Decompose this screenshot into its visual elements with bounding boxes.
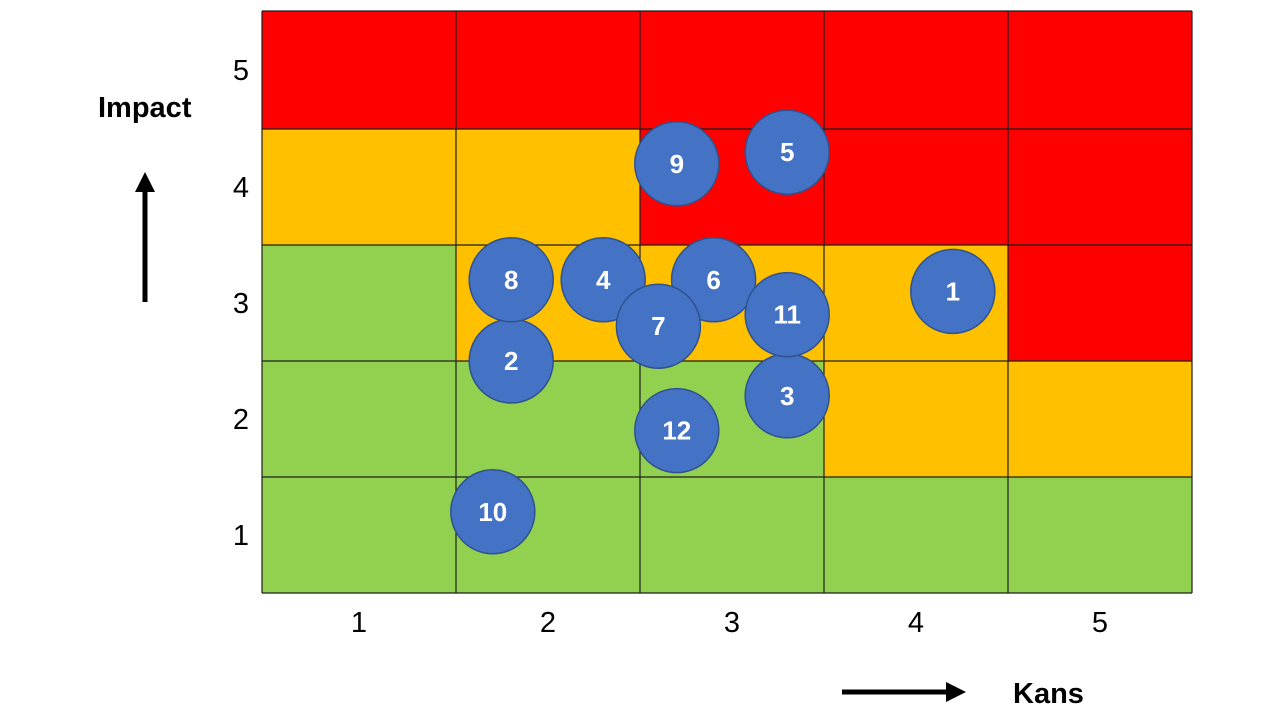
risk-bubble-circle	[910, 248, 996, 335]
risk-bubble-3: 3	[744, 353, 830, 439]
matrix-cell-impact-5-kans-1	[262, 11, 456, 129]
risk-bubble-circle	[634, 387, 720, 474]
risk-bubble-8: 8	[468, 237, 554, 323]
risk-bubble-label: 7	[651, 311, 665, 341]
risk-bubble-circle	[468, 237, 554, 323]
y-axis-title: Impact	[98, 92, 192, 124]
risk-bubble-11: 11	[744, 271, 830, 358]
y-tick-label: 4	[233, 172, 249, 204]
matrix-cell-impact-5-kans-5	[1008, 11, 1192, 129]
y-axis-arrow-icon	[135, 172, 155, 302]
y-tick-label: 2	[233, 404, 249, 436]
matrix-cell-impact-4-kans-4	[824, 129, 1008, 245]
risk-bubble-2: 2	[468, 318, 554, 404]
x-tick-label: 4	[908, 607, 924, 639]
risk-bubble-label: 2	[504, 346, 518, 376]
x-axis-arrow-icon	[842, 682, 966, 702]
risk-bubble-12: 12	[634, 387, 720, 474]
risk-bubble-circle	[744, 271, 830, 358]
y-tick-label: 1	[233, 520, 249, 552]
risk-bubble-circle	[634, 121, 720, 207]
y-tick-label: 3	[233, 288, 249, 320]
risk-bubble-circle	[744, 109, 830, 195]
x-tick-label: 2	[540, 607, 556, 639]
matrix-cell-impact-1-kans-1	[262, 477, 456, 593]
matrix-cell-impact-4-kans-2	[456, 129, 640, 245]
risk-bubble-label: 6	[706, 265, 720, 295]
matrix-cell-impact-1-kans-3	[640, 477, 824, 593]
risk-bubble-label: 8	[504, 265, 518, 295]
risk-bubble-circle	[615, 283, 702, 369]
risk-bubble-label: 12	[662, 416, 691, 446]
matrix-cell-impact-1-kans-5	[1008, 477, 1192, 593]
risk-bubble-10: 10	[450, 469, 536, 555]
risk-bubble-5: 5	[744, 109, 830, 195]
risk-bubble-circle	[450, 469, 536, 555]
matrix-cell-impact-2-kans-4	[824, 361, 1008, 477]
risk-bubble-label: 3	[780, 381, 794, 411]
matrix-cell-impact-2-kans-5	[1008, 361, 1192, 477]
y-tick-label: 5	[233, 55, 249, 87]
x-axis-title: Kans	[1013, 678, 1084, 710]
matrix-cell-impact-2-kans-1	[262, 361, 456, 477]
risk-bubble-7: 7	[615, 283, 702, 369]
matrix-cell-impact-4-kans-5	[1008, 129, 1192, 245]
matrix-cell-impact-3-kans-1	[262, 245, 456, 361]
x-tick-label: 1	[351, 607, 367, 639]
risk-bubble-label: 9	[670, 149, 684, 179]
risk-bubble-label: 4	[596, 265, 611, 295]
matrix-cell-impact-5-kans-3	[640, 11, 824, 129]
risk-bubble-label: 5	[780, 137, 794, 167]
risk-bubble-label: 11	[773, 300, 801, 330]
x-tick-label: 5	[1092, 607, 1108, 639]
x-tick-label: 3	[724, 607, 740, 639]
risk-bubble-label: 1	[946, 276, 960, 306]
risk-bubble-9: 9	[634, 121, 720, 207]
matrix-cell-impact-5-kans-4	[824, 11, 1008, 129]
risk-bubble-1: 1	[910, 248, 996, 335]
matrix-cell-impact-4-kans-1	[262, 129, 456, 245]
matrix-cell-impact-1-kans-4	[824, 477, 1008, 593]
matrix-cell-impact-5-kans-2	[456, 11, 640, 129]
risk-bubble-label: 10	[478, 497, 507, 527]
matrix-cell-impact-3-kans-5	[1008, 245, 1192, 361]
